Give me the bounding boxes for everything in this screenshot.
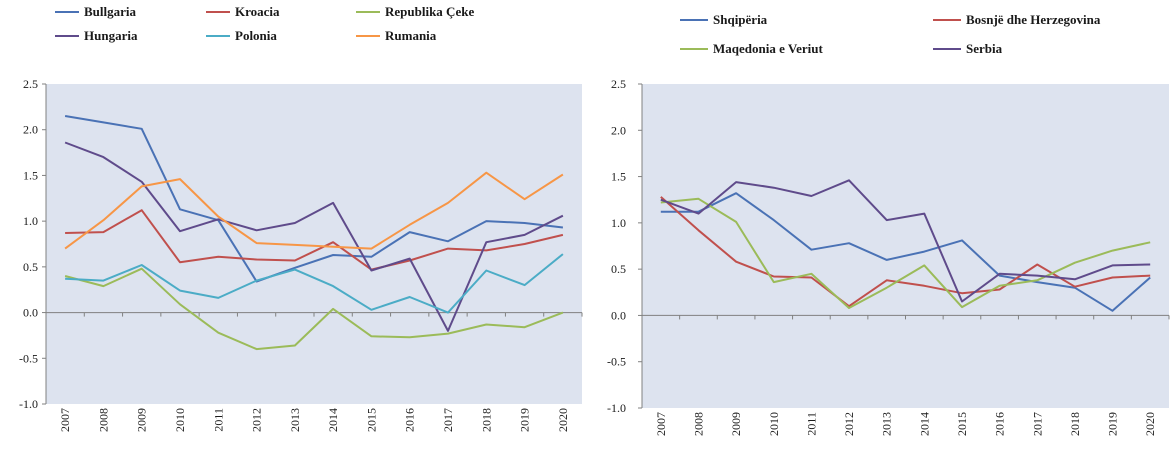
x-tick-label: 2011 (804, 412, 818, 436)
x-tick-label: 2008 (96, 408, 110, 432)
legend-label: Polonia (235, 28, 277, 43)
y-tick-label: 2.5 (611, 77, 626, 91)
legend-item: Bullgaria (55, 4, 137, 19)
y-tick-label: 1.0 (611, 216, 626, 230)
x-tick-label: 2019 (518, 408, 532, 432)
legend-label: Bosnjë dhe Herzegovina (966, 12, 1101, 27)
x-tick-label: 2008 (691, 412, 705, 436)
legend-label: Hungaria (84, 28, 138, 43)
x-tick-label: 2020 (556, 408, 570, 432)
x-tick-label: 2016 (403, 408, 417, 432)
y-tick-label: 0.5 (23, 260, 38, 274)
legend-label: Shqipëria (713, 12, 768, 27)
y-tick-label: 2.0 (23, 123, 38, 137)
y-tick-label: 1.5 (611, 170, 626, 184)
y-tick-label: 2.0 (611, 123, 626, 137)
x-tick-label: 2017 (1030, 412, 1044, 436)
x-tick-label: 2019 (1106, 412, 1120, 436)
x-tick-label: 2010 (173, 408, 187, 432)
legend-label: Rumania (385, 28, 437, 43)
legend-item: Rumania (356, 28, 437, 43)
series-line-republika-eke (64, 267, 564, 351)
x-tick-label: 2007 (58, 408, 72, 432)
y-tick-label: 0.0 (23, 306, 38, 320)
x-tick-label: 2018 (1068, 412, 1082, 436)
x-tick-label: 2009 (729, 412, 743, 436)
legend-label: Republika Çeke (385, 4, 474, 19)
legend-label: Maqedonia e Veriut (713, 41, 823, 56)
legend-label: Serbia (966, 41, 1003, 56)
y-tick-label: 1.5 (23, 168, 38, 182)
x-tick-label: 2018 (479, 408, 493, 432)
x-tick-label: 2013 (288, 408, 302, 432)
x-tick-label: 2010 (767, 412, 781, 436)
legend-label: Bullgaria (84, 4, 137, 19)
plot-area (642, 84, 1169, 408)
y-tick-label: 0.5 (611, 262, 626, 276)
x-tick-label: 2016 (993, 412, 1007, 436)
x-tick-label: 2011 (211, 408, 225, 432)
y-tick-label: 2.5 (23, 77, 38, 91)
x-tick-label: 2015 (364, 408, 378, 432)
y-tick-label: -0.5 (19, 351, 38, 365)
x-tick-label: 2012 (250, 408, 264, 432)
y-tick-label: -1.0 (607, 401, 626, 415)
legend-item: Republika Çeke (356, 4, 474, 19)
legend-item: Kroacia (206, 4, 280, 19)
x-tick-label: 2014 (326, 408, 340, 432)
y-tick-label: -0.5 (607, 355, 626, 369)
series-line-rumania (64, 171, 564, 250)
y-tick-label: -1.0 (19, 397, 38, 411)
y-tick-label: 0.0 (611, 308, 626, 322)
y-tick-label: 1.0 (23, 214, 38, 228)
legend-item: Serbia (933, 41, 1003, 56)
series-line-kroacia (65, 209, 564, 271)
legend-label: Kroacia (235, 4, 280, 19)
plot-area (46, 84, 582, 404)
x-tick-label: 2013 (880, 412, 894, 436)
series-line-bullgaria (64, 115, 564, 283)
legend-item: Polonia (206, 28, 277, 43)
x-tick-label: 2014 (917, 412, 931, 436)
series-line-hungaria (64, 141, 564, 332)
x-tick-label: 2015 (955, 412, 969, 436)
x-tick-label: 2009 (135, 408, 149, 432)
legend-item: Shqipëria (680, 12, 768, 27)
x-tick-label: 2017 (441, 408, 455, 432)
legend-item: Hungaria (55, 28, 138, 43)
x-tick-label: 2020 (1143, 412, 1157, 436)
series-line-serbia (660, 179, 1151, 303)
x-tick-label: 2007 (654, 412, 668, 436)
series-line-maqedonia-e-veriut (660, 197, 1151, 309)
series-line-bosnj-dhe-herzegovina (660, 196, 1151, 308)
legend-item: Maqedonia e Veriut (680, 41, 823, 56)
x-tick-label: 2012 (842, 412, 856, 436)
legend-item: Bosnjë dhe Herzegovina (933, 12, 1101, 27)
left-line-chart: 2.5 2.0 1.5 1.0 0.5 0.0 -0.5 -1.0 2007 2008 2009 20… (19, 4, 583, 432)
series-line-shqip-ria (660, 192, 1151, 312)
series-line-polonia (65, 253, 564, 314)
right-line-chart: 2.5 2.0 1.5 1.0 0.5 0.0 -0.5 -1.0 2007 2008 2009 20… (607, 12, 1170, 436)
